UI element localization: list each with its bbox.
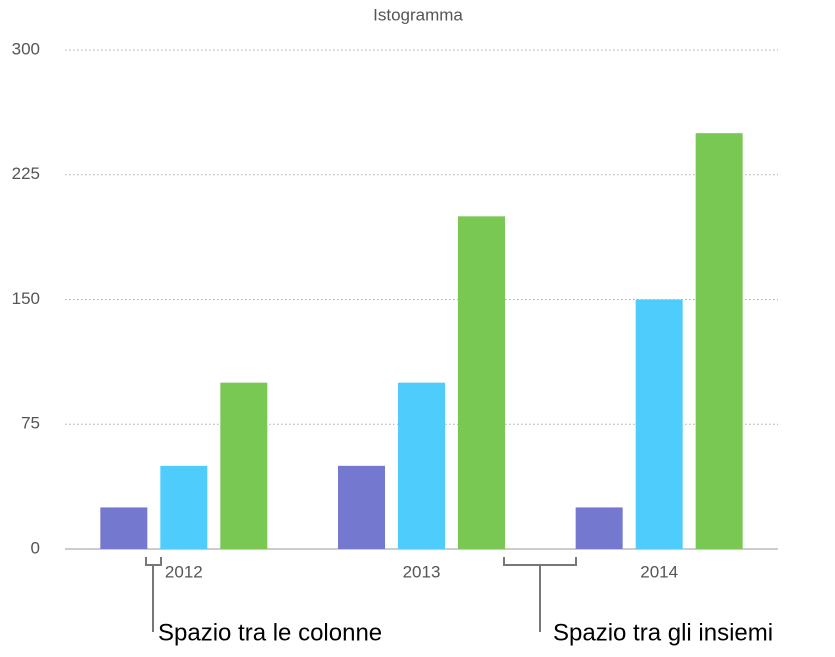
bar (160, 465, 208, 549)
bar (100, 507, 148, 549)
bar (575, 507, 623, 549)
bar (635, 299, 683, 549)
x-tick-label: 2012 (165, 562, 203, 581)
y-tick-label: 0 (31, 538, 40, 557)
bar (458, 216, 505, 550)
y-tick-label: 225 (12, 164, 40, 183)
bar (398, 382, 445, 549)
x-tick-label: 2013 (403, 562, 441, 581)
bar (338, 465, 385, 549)
bar (695, 133, 743, 549)
annotation: Spazio tra gli insiemi (553, 619, 773, 646)
annotation: Spazio tra le colonne (158, 619, 382, 646)
x-tick-label: 2014 (640, 562, 678, 581)
chart-title: Istogramma (373, 5, 463, 24)
y-tick-label: 75 (21, 414, 40, 433)
bracket-columns (145, 557, 162, 632)
y-tick-label: 150 (12, 289, 40, 308)
bracket-groups (503, 557, 577, 632)
y-tick-label: 300 (12, 39, 40, 58)
bar (220, 382, 268, 549)
